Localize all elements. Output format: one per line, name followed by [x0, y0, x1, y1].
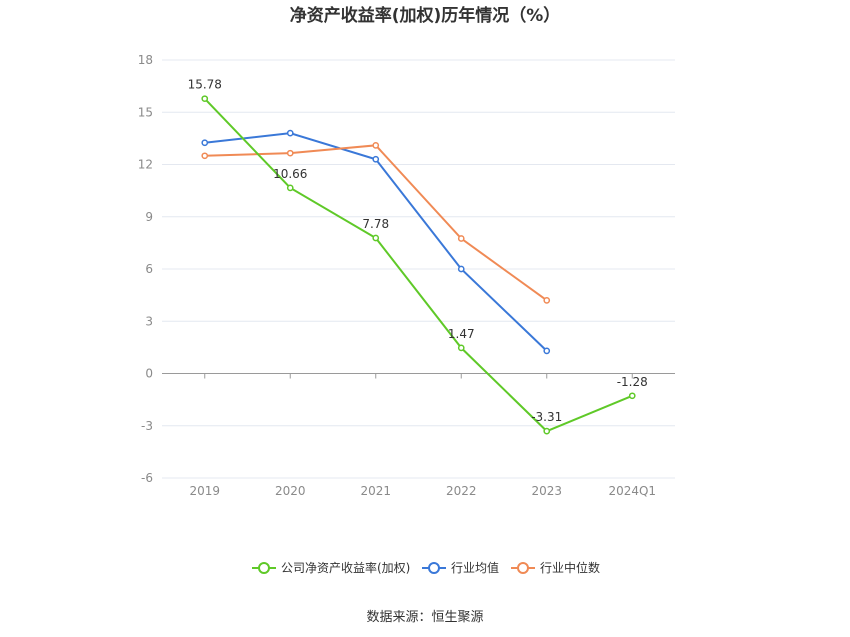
legend: 公司净资产收益率(加权) 行业均值 行业中位数: [252, 560, 600, 575]
grid-lines: [162, 59, 675, 479]
data-point: [457, 265, 465, 273]
x-tick-label: 2023: [531, 484, 562, 498]
data-point: [457, 235, 465, 242]
y-tick-label: 9: [145, 210, 153, 224]
legend-label: 行业中位数: [540, 560, 600, 575]
x-axis: 2019 2020 2021 2022 2023 2024Q1: [162, 373, 675, 498]
y-tick-label: 0: [145, 367, 153, 381]
data-point: [372, 141, 380, 149]
data-labels: 15.78 10.66 7.78 1.47 -3.31 -1.28: [188, 78, 648, 424]
y-tick-label: 12: [138, 158, 153, 172]
data-point: [543, 347, 551, 355]
data-label: 15.78: [188, 78, 222, 92]
x-tick-label: 2024Q1: [608, 484, 656, 498]
y-tick-label: 18: [138, 53, 153, 67]
x-tick-label: 2021: [360, 484, 391, 498]
data-point: [628, 392, 636, 400]
data-source: 数据来源：恒生聚源: [366, 610, 483, 625]
series-lines: [201, 95, 636, 435]
series-line: [204, 132, 548, 352]
chart-title: 净资产收益率(加权)历年情况（%）: [290, 5, 561, 26]
data-label: -3.31: [531, 410, 562, 424]
data-point: [201, 95, 209, 103]
x-tick-label: 2022: [446, 484, 477, 498]
series-line: [204, 97, 633, 433]
y-tick-label: 3: [145, 314, 153, 328]
legend-marker: [428, 562, 440, 574]
data-point: [286, 149, 294, 157]
x-tick-label: 2019: [189, 484, 220, 498]
data-point: [286, 184, 294, 192]
data-point: [372, 155, 380, 163]
data-label: 10.66: [273, 167, 307, 181]
y-axis-ticks: 18 15 12 9 6 3 0 -3 -6: [138, 53, 153, 485]
legend-marker: [517, 562, 529, 574]
data-point: [286, 129, 294, 137]
data-point: [201, 139, 209, 147]
legend-label: 行业均值: [451, 560, 499, 575]
y-tick-label: -6: [141, 471, 153, 485]
legend-label: 公司净资产收益率(加权): [281, 560, 410, 575]
data-label: -1.28: [617, 375, 648, 389]
data-point: [543, 427, 551, 435]
data-label: 1.47: [448, 327, 475, 341]
data-point: [543, 297, 551, 304]
data-point: [457, 344, 465, 352]
x-tick-label: 2020: [275, 484, 306, 498]
y-tick-label: 6: [145, 262, 153, 276]
data-label: 7.78: [362, 217, 389, 231]
y-tick-label: 15: [138, 105, 153, 119]
legend-marker: [258, 562, 270, 574]
data-point: [201, 152, 209, 160]
y-tick-label: -3: [141, 419, 153, 433]
data-point: [372, 234, 380, 242]
